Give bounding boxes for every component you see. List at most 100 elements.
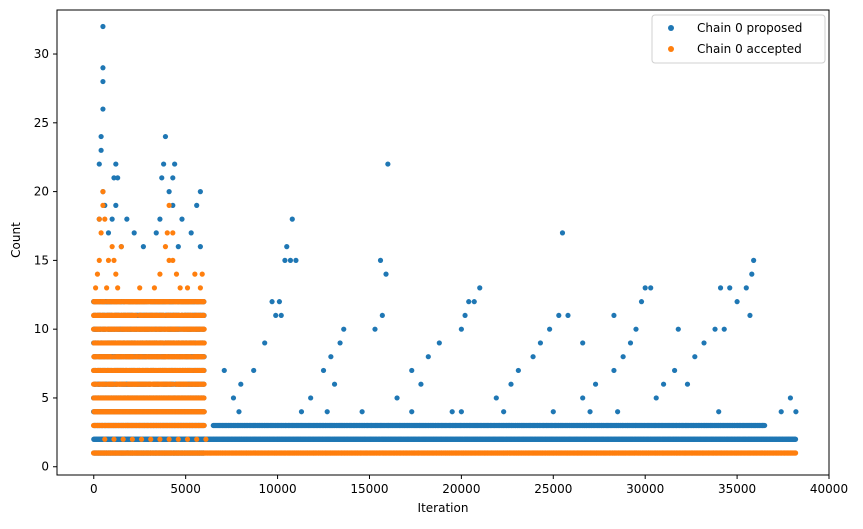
proposed-point	[620, 354, 626, 360]
proposed-point	[793, 409, 799, 415]
proposed-point	[672, 367, 678, 374]
proposed-point	[100, 23, 106, 30]
proposed-point	[550, 409, 556, 415]
proposed-point	[565, 312, 571, 319]
proposed-point	[394, 395, 400, 401]
proposed-point	[449, 409, 455, 415]
proposed-point	[778, 409, 784, 415]
proposed-point	[194, 202, 200, 208]
proposed-point	[328, 354, 334, 360]
proposed-point	[159, 175, 165, 181]
proposed-point	[580, 395, 586, 401]
proposed-point	[466, 299, 472, 305]
proposed-point	[278, 312, 284, 319]
proposed-point	[436, 340, 442, 346]
proposed-point	[633, 326, 639, 332]
accepted-point	[201, 354, 207, 360]
proposed-point	[462, 312, 468, 319]
proposed-point	[611, 367, 617, 374]
proposed-point	[324, 409, 330, 415]
proposed-point	[721, 326, 727, 332]
proposed-point	[284, 244, 290, 250]
proposed-point	[131, 230, 137, 236]
proposed-point	[418, 381, 424, 387]
proposed-point	[587, 409, 593, 415]
proposed-point	[109, 216, 115, 222]
proposed-point	[287, 257, 294, 263]
proposed-point	[701, 340, 707, 346]
proposed-point	[269, 299, 275, 305]
proposed-point	[660, 381, 667, 387]
proposed-point	[648, 285, 654, 291]
proposed-point	[251, 367, 257, 374]
accepted-point	[201, 340, 207, 346]
proposed-point	[556, 312, 562, 319]
proposed-point	[580, 340, 586, 346]
proposed-point	[320, 367, 327, 374]
proposed-point	[385, 161, 391, 167]
proposed-point	[289, 216, 295, 222]
accepted-point	[201, 367, 207, 374]
proposed-point	[115, 175, 121, 181]
proposed-point	[743, 285, 749, 291]
proposed-point	[140, 244, 146, 250]
proposed-point	[172, 161, 178, 167]
proposed-point	[166, 189, 172, 195]
accepted-point	[201, 422, 207, 429]
proposed-point	[153, 230, 159, 236]
proposed-point	[100, 65, 106, 71]
proposed-point	[425, 354, 431, 360]
proposed-point	[197, 244, 203, 250]
proposed-point	[236, 409, 242, 415]
proposed-point	[458, 409, 464, 415]
proposed-point	[230, 395, 237, 401]
proposed-point	[749, 271, 755, 277]
proposed-point	[530, 354, 536, 360]
proposed-point	[175, 244, 181, 250]
proposed-point	[372, 326, 378, 332]
proposed-point	[276, 299, 283, 305]
proposed-point	[100, 106, 106, 112]
proposed-point	[262, 340, 268, 346]
proposed-point	[458, 326, 464, 332]
proposed-point	[113, 161, 119, 167]
proposed-point	[105, 230, 112, 236]
proposed-point	[653, 395, 659, 401]
proposed-point	[331, 381, 338, 387]
proposed-point	[162, 133, 169, 140]
proposed-point	[98, 147, 104, 153]
proposed-point	[716, 409, 722, 415]
proposed-point	[627, 340, 634, 346]
proposed-point	[762, 422, 768, 429]
proposed-point	[515, 367, 521, 374]
proposed-point	[157, 216, 163, 222]
proposed-point	[337, 340, 343, 346]
proposed-point	[282, 257, 288, 263]
proposed-point	[170, 175, 176, 181]
accepted-point	[201, 409, 207, 415]
accepted-point	[201, 395, 207, 401]
proposed-point	[501, 409, 507, 415]
proposed-point	[787, 395, 794, 401]
proposed-point	[592, 381, 599, 387]
proposed-point	[197, 189, 203, 195]
proposed-point	[493, 395, 499, 401]
proposed-point	[179, 216, 185, 222]
proposed-point	[734, 299, 740, 305]
proposed-point	[675, 326, 681, 332]
proposed-point	[727, 285, 733, 291]
proposed-point	[293, 257, 299, 263]
proposed-point	[124, 216, 130, 222]
proposed-point	[747, 312, 753, 319]
proposed-point	[409, 409, 415, 415]
proposed-point	[792, 436, 799, 442]
proposed-point	[298, 409, 305, 415]
proposed-point	[359, 409, 365, 415]
proposed-point	[100, 78, 106, 85]
proposed-point	[642, 285, 648, 291]
proposed-point	[188, 230, 194, 236]
proposed-point	[692, 354, 698, 360]
proposed-point	[477, 285, 483, 291]
